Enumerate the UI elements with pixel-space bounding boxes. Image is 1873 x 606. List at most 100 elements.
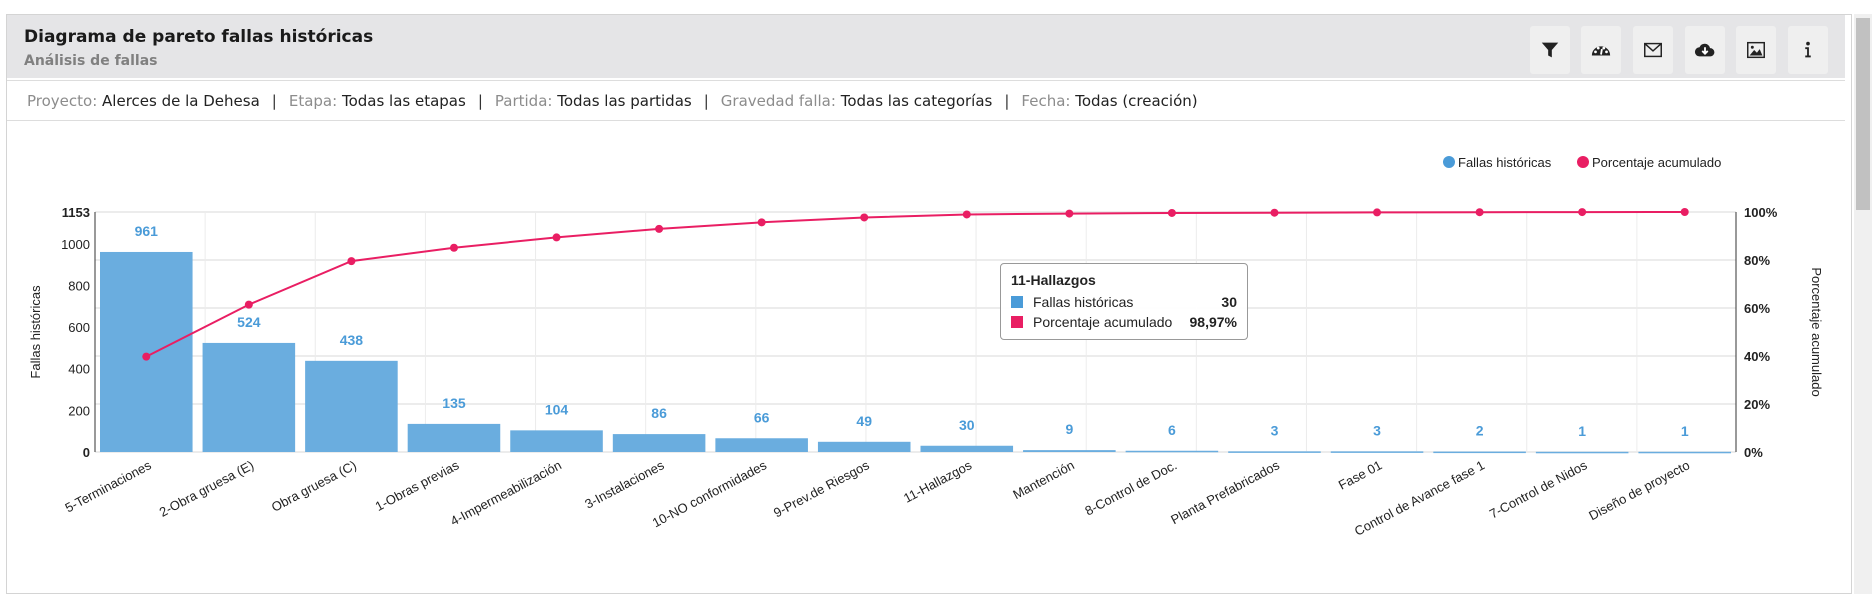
- y-tick-label: 400: [68, 362, 90, 377]
- cumulative-point: [655, 224, 664, 233]
- cumulative-point: [1167, 208, 1176, 217]
- filter-proyecto-value: Alerces de la Dehesa: [102, 91, 260, 110]
- x-tick-label: Obra gruesa (C): [269, 457, 359, 514]
- tooltip-swatch-bar: [1011, 296, 1023, 308]
- bar: [715, 438, 808, 452]
- chart-panel: [6, 14, 1852, 594]
- x-tick-label: 1-Obras previas: [373, 457, 462, 514]
- filter-proyecto-key: Proyecto:: [27, 91, 98, 110]
- x-tick-label: Fase 01: [1336, 457, 1385, 492]
- legend-marker-line: [1577, 156, 1589, 168]
- separator: |: [703, 91, 709, 110]
- filter-fecha-key: Fecha:: [1021, 91, 1071, 110]
- cumulative-point: [449, 243, 458, 252]
- legend-label: Fallas históricas: [1458, 155, 1552, 170]
- bar-value-label: 135: [442, 395, 466, 411]
- bar-value-label: 30: [959, 417, 975, 433]
- x-tick-label: Mantención: [1010, 457, 1076, 502]
- x-tick-label: 8-Control de Doc.: [1082, 457, 1179, 518]
- bar-value-label: 104: [545, 401, 569, 417]
- x-tick-label: 7-Control de Nidos: [1487, 457, 1590, 521]
- bar: [1330, 451, 1424, 453]
- cumulative-point: [142, 352, 151, 361]
- email-button[interactable]: [1633, 26, 1673, 74]
- bar: [510, 430, 603, 452]
- dashboard-button[interactable]: [1581, 26, 1621, 74]
- x-tick-label: 4-Impermeabilización: [448, 457, 564, 528]
- bar-value-label: 1: [1578, 423, 1586, 439]
- page-subtitle: Análisis de fallas: [24, 53, 158, 69]
- filter-icon: [1541, 42, 1559, 58]
- bar-value-label: 524: [237, 314, 261, 330]
- tooltip-value: 30: [1221, 294, 1237, 310]
- bar: [612, 434, 706, 452]
- cloud-download-icon: [1694, 43, 1715, 57]
- x-tick-label: 9-Prev.de Riesgos: [771, 457, 872, 520]
- y2-tick-label: 40%: [1744, 349, 1770, 364]
- mail-icon: [1644, 42, 1662, 58]
- bar: [1023, 450, 1116, 452]
- filter-button[interactable]: [1530, 26, 1570, 74]
- bar-value-label: 86: [651, 405, 667, 421]
- y-tick-label: 1153: [62, 205, 90, 220]
- separator: |: [1004, 91, 1010, 110]
- cumulative-line: [145, 211, 1685, 358]
- bar: [1535, 451, 1629, 454]
- bar-value-label: 9: [1065, 421, 1073, 437]
- image-icon: [1747, 41, 1765, 59]
- y2-tick-label: 100%: [1744, 205, 1778, 220]
- cumulative-point: [1373, 208, 1382, 217]
- cumulative-point: [757, 218, 766, 227]
- filter-partida-key: Partida:: [494, 91, 553, 110]
- download-button[interactable]: [1685, 26, 1725, 74]
- y-tick-label: 800: [68, 278, 90, 293]
- y-tick-label: 200: [68, 403, 90, 418]
- x-tick-label: Diseño de proyecto: [1586, 457, 1692, 523]
- legend-label: Porcentaje acumulado: [1592, 155, 1721, 170]
- filter-fecha-value: Todas (creación): [1075, 91, 1198, 110]
- cumulative-point: [1270, 208, 1279, 217]
- x-tick-label: 3-Instalaciones: [582, 457, 667, 512]
- bar: [817, 441, 911, 452]
- dashboard-icon: [1591, 46, 1611, 56]
- page-title: Diagrama de pareto fallas históricas: [24, 27, 374, 47]
- bar: [407, 423, 501, 452]
- bar-value-label: 6: [1168, 422, 1176, 438]
- y2-tick-label: 20%: [1744, 397, 1770, 412]
- filter-etapa-key: Etapa:: [288, 91, 338, 110]
- y-tick-label: 1000: [61, 237, 90, 252]
- bar: [1433, 451, 1526, 454]
- y2-tick-label: 0%: [1744, 445, 1763, 460]
- cumulative-point: [244, 300, 253, 309]
- bar-value-label: 438: [340, 332, 364, 348]
- bar: [1125, 450, 1219, 453]
- y2-axis-title: Porcentaje acumulado: [1809, 267, 1824, 396]
- info-button[interactable]: [1788, 26, 1828, 74]
- separator: |: [477, 91, 483, 110]
- scrollbar-thumb[interactable]: [1856, 18, 1870, 210]
- bar-value-label: 2: [1476, 423, 1484, 439]
- y2-tick-label: 80%: [1744, 253, 1770, 268]
- x-tick-label: 11-Hallazgos: [901, 457, 975, 506]
- cumulative-point: [347, 257, 356, 266]
- x-tick-label: 2-Obra gruesa (E): [157, 457, 257, 519]
- filter-partida-value: Todas las partidas: [557, 91, 692, 110]
- tooltip-title: 11-Hallazgos: [1011, 272, 1096, 288]
- filter-gravedad-key: Gravedad falla:: [720, 91, 836, 110]
- chart-tooltip: 11-Hallazgos Fallas históricas 30 Porcent…: [1000, 263, 1248, 340]
- x-tick-label: Planta Prefabricados: [1168, 457, 1282, 527]
- filter-summary-bar: Proyecto: Alerces de la Dehesa | Etapa: …: [7, 80, 1845, 121]
- tooltip-value: 98,97%: [1189, 314, 1237, 330]
- y2-tick-label: 60%: [1744, 301, 1770, 316]
- cumulative-point: [1065, 209, 1074, 218]
- cumulative-point: [552, 233, 561, 242]
- separator: |: [271, 91, 277, 110]
- bar-value-label: 66: [754, 409, 770, 425]
- y-tick-label: 600: [68, 320, 90, 335]
- cumulative-point: [1578, 208, 1587, 217]
- x-tick-label: 5-Terminaciones: [62, 457, 154, 515]
- bar-value-label: 3: [1271, 422, 1279, 438]
- export-image-button[interactable]: [1736, 26, 1776, 74]
- cumulative-point: [962, 210, 971, 219]
